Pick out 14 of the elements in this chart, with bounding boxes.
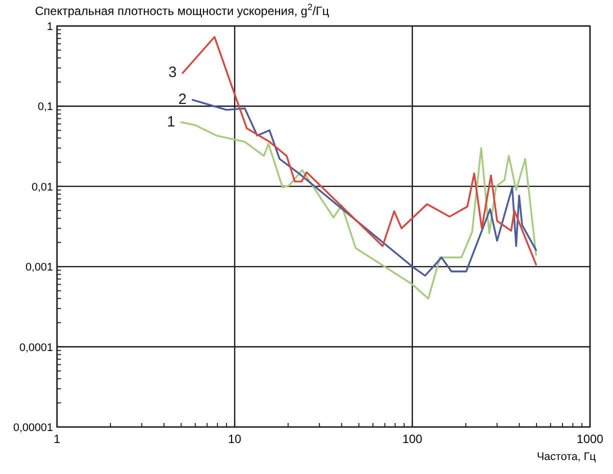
y-tick-label: 0,01 xyxy=(32,181,53,194)
y-axis-title: Спектральная плотность мощности ускорения, g$^{2}$/Гц xyxy=(35,2,330,18)
y-tick-label: 0,0001 xyxy=(19,342,53,354)
series-label: 2 xyxy=(178,90,187,108)
y-tick-label: 0,001 xyxy=(25,262,53,274)
series-label: 1 xyxy=(166,113,176,130)
x-tick-label: 100 xyxy=(402,432,423,446)
y-tick-label: 0,1 xyxy=(38,101,53,114)
y-tick-label: 1 xyxy=(46,21,53,33)
y-tick-label: 0,00001 xyxy=(13,422,53,434)
series-label: 3 xyxy=(168,64,177,81)
x-tick-label: 10 xyxy=(228,432,242,446)
x-axis-title: Частота, Гц xyxy=(536,451,597,463)
x-tick-label: 1000 xyxy=(576,432,604,446)
